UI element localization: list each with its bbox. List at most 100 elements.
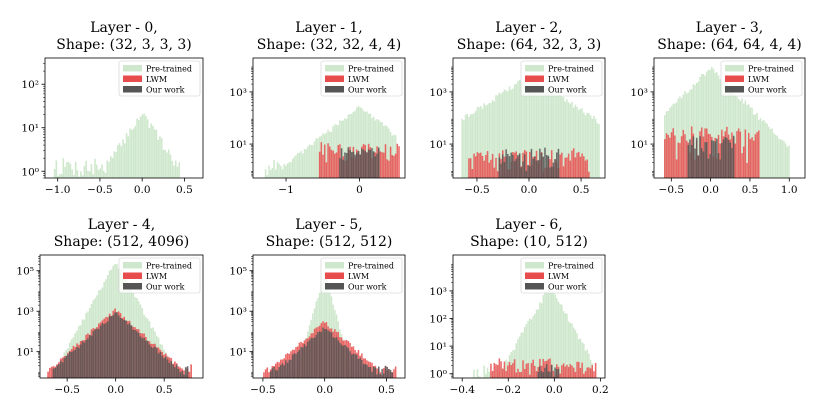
histogram-bin <box>729 142 732 178</box>
x-tick-label: −0.4 <box>449 384 475 396</box>
histogram-bin <box>483 365 485 378</box>
histogram-bin <box>559 94 561 178</box>
histogram-bin <box>776 135 779 178</box>
histogram-bin <box>478 376 480 378</box>
histogram-bin <box>534 313 536 378</box>
series-our-work <box>537 364 560 378</box>
histogram-bin <box>386 366 388 378</box>
histogram-bin <box>179 372 182 378</box>
histogram-bin <box>540 152 543 178</box>
histogram-bin <box>544 89 546 178</box>
y-tick-label: 10² <box>429 314 447 326</box>
histogram-bin <box>545 155 548 178</box>
histogram-bin <box>537 80 539 178</box>
histogram-bin <box>510 365 512 378</box>
histogram-bin <box>525 171 528 178</box>
legend-swatch <box>325 65 344 72</box>
histogram-bin <box>734 94 737 178</box>
histogram-bin <box>490 159 492 178</box>
histogram-bin <box>520 167 523 178</box>
histogram-bin <box>94 158 96 178</box>
histogram-bin <box>273 366 275 378</box>
legend-swatch <box>525 283 544 290</box>
histogram-bin <box>665 133 668 178</box>
histogram-bin <box>379 121 382 178</box>
histogram-bin <box>490 363 492 378</box>
histogram-bin <box>535 371 538 378</box>
histogram-bin <box>569 103 572 178</box>
histogram-bin <box>525 79 528 178</box>
histogram-bin <box>586 367 588 378</box>
histogram-bin <box>132 329 135 378</box>
histogram-bin <box>682 129 685 178</box>
histogram-bin <box>591 118 594 178</box>
x-tick-label: 0.0 <box>546 384 563 396</box>
histogram-bin <box>476 152 479 178</box>
histogram-bin <box>567 102 570 178</box>
histogram-bin <box>527 165 529 178</box>
histogram-bin <box>711 67 713 178</box>
histogram-bin <box>337 340 339 378</box>
histogram-bin <box>784 143 787 178</box>
histogram-bin <box>73 175 75 178</box>
histogram-bin <box>707 133 710 178</box>
histogram-bin <box>471 114 474 178</box>
histogram-bin <box>178 162 181 178</box>
histogram-bin <box>303 149 306 178</box>
histogram-bin <box>510 152 512 178</box>
histogram-bin <box>572 367 575 378</box>
histogram-bin <box>566 313 568 378</box>
histogram-bin <box>152 125 154 178</box>
histogram-bin <box>63 358 66 378</box>
histogram-bin <box>78 176 80 178</box>
histogram-bin <box>576 106 578 178</box>
histogram-bin <box>569 323 572 378</box>
histogram-bin <box>523 369 526 378</box>
histogram-bin <box>383 368 385 378</box>
histogram-bin <box>596 123 599 178</box>
histogram-bin <box>65 355 68 378</box>
histogram-bin <box>709 69 711 178</box>
histogram-bin <box>473 113 475 178</box>
histogram-bin <box>350 354 353 378</box>
histogram-bin <box>264 369 267 378</box>
histogram-bin <box>376 368 378 378</box>
histogram-bin <box>518 372 521 378</box>
histogram-bin <box>522 83 524 178</box>
histogram-bin <box>72 350 75 378</box>
histogram-bin <box>160 137 163 178</box>
histogram-bin <box>59 360 62 378</box>
histogram-bin <box>513 161 516 178</box>
histogram-bin <box>305 346 307 378</box>
histogram-bin <box>523 327 526 378</box>
legend-swatch <box>325 262 344 269</box>
histogram-bin <box>552 91 555 178</box>
histogram-bin <box>372 366 375 378</box>
histogram-bin <box>549 358 551 378</box>
histogram-bin <box>177 368 180 378</box>
histogram-bin <box>137 332 140 378</box>
histogram-bin <box>130 325 133 378</box>
histogram-bin <box>104 172 107 178</box>
histogram-bin <box>687 92 690 178</box>
y-tick-label: 10¹ <box>429 139 447 151</box>
histogram-bin <box>372 151 375 178</box>
histogram-bin <box>318 151 321 178</box>
legend-swatch <box>325 283 344 290</box>
histogram-bin <box>315 334 318 378</box>
histogram-bin <box>520 81 523 178</box>
histogram-bin <box>322 327 324 378</box>
histogram-bin <box>135 331 138 378</box>
histogram-bin <box>508 362 511 378</box>
histogram-bin <box>394 153 397 178</box>
histogram-bin <box>374 156 377 178</box>
histogram-bin <box>274 169 277 178</box>
histogram-bin <box>486 367 489 378</box>
histogram-bin <box>566 364 568 378</box>
histogram-bin <box>736 131 738 178</box>
legend-label: LWM <box>548 75 569 84</box>
histogram-bin <box>505 90 507 178</box>
subplot-shape: Shape: (32, 32, 4, 4) <box>257 37 401 53</box>
